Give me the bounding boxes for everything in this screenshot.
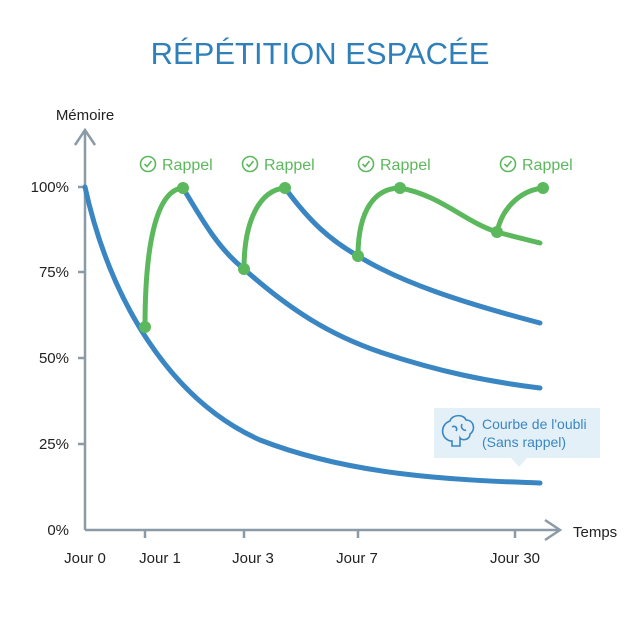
check-circle-icon — [499, 155, 517, 173]
review-curve-2 — [241, 185, 288, 272]
review-label: Rappel — [139, 155, 213, 174]
review-label: Rappel — [241, 155, 315, 174]
review-peak — [177, 182, 189, 194]
review-labels: Rappel Rappel Rappel Rappel — [139, 155, 573, 174]
brain-icon — [441, 414, 475, 447]
review-point — [352, 250, 364, 262]
review-curve-3 — [355, 185, 543, 259]
check-icon — [503, 160, 513, 168]
forgetting-curve-after-review-1 — [180, 185, 543, 391]
check-icon — [143, 160, 153, 168]
check-icon — [245, 160, 255, 168]
forgetting-curve-after-review-2 — [282, 185, 543, 326]
check-circle-icon — [241, 155, 259, 173]
chart-title: RÉPÉTITION ESPACÉE — [151, 36, 490, 71]
svg-text:Rappel: Rappel — [162, 157, 213, 174]
check-circle-icon — [357, 155, 375, 173]
x-axis-arrow — [544, 518, 563, 542]
review-curve-4 — [494, 185, 546, 235]
y-axis-arrow — [73, 127, 97, 146]
y-tick-label: 50% — [39, 350, 69, 367]
x-tick-label: Jour 7 — [336, 550, 378, 567]
x-tick-label: Jour 1 — [139, 550, 181, 567]
y-axis-label: Mémoire — [56, 107, 114, 124]
legend-line-2: (Sans rappel) — [482, 434, 566, 450]
x-tick-label: Jour 30 — [490, 550, 540, 567]
x-tick-labels: Jour 0 Jour 1 Jour 3 Jour 7 Jour 30 — [64, 550, 540, 567]
y-tick-label: 0% — [47, 522, 69, 539]
svg-text:Rappel: Rappel — [380, 157, 431, 174]
review-point — [139, 321, 151, 333]
x-axis-label: Temps — [573, 524, 617, 541]
review-peak — [394, 182, 406, 194]
y-tick-labels: 100% 75% 50% 25% 0% — [31, 179, 69, 539]
legend-box — [434, 408, 600, 467]
legend-line-1: Courbe de l'oubli — [482, 416, 587, 432]
x-tick-label: Jour 3 — [232, 550, 274, 567]
review-point — [491, 226, 503, 238]
check-circle-icon — [139, 155, 157, 173]
review-peak — [279, 182, 291, 194]
review-label: Rappel — [357, 155, 431, 174]
x-tick-label: Jour 0 — [64, 550, 106, 567]
y-tick-label: 75% — [39, 264, 69, 281]
review-point — [238, 263, 250, 275]
y-tick-label: 25% — [39, 436, 69, 453]
svg-text:Rappel: Rappel — [522, 157, 573, 174]
review-peak — [537, 182, 549, 194]
svg-text:Rappel: Rappel — [264, 157, 315, 174]
review-label: Rappel — [499, 155, 573, 174]
forgetting-curve-no-review — [82, 184, 543, 486]
forgetting-curve-legend: Courbe de l'oubli (Sans rappel) — [434, 408, 600, 467]
review-curve-1 — [142, 185, 186, 330]
check-icon — [361, 160, 371, 168]
review-points — [139, 182, 549, 333]
y-tick-label: 100% — [31, 179, 69, 196]
